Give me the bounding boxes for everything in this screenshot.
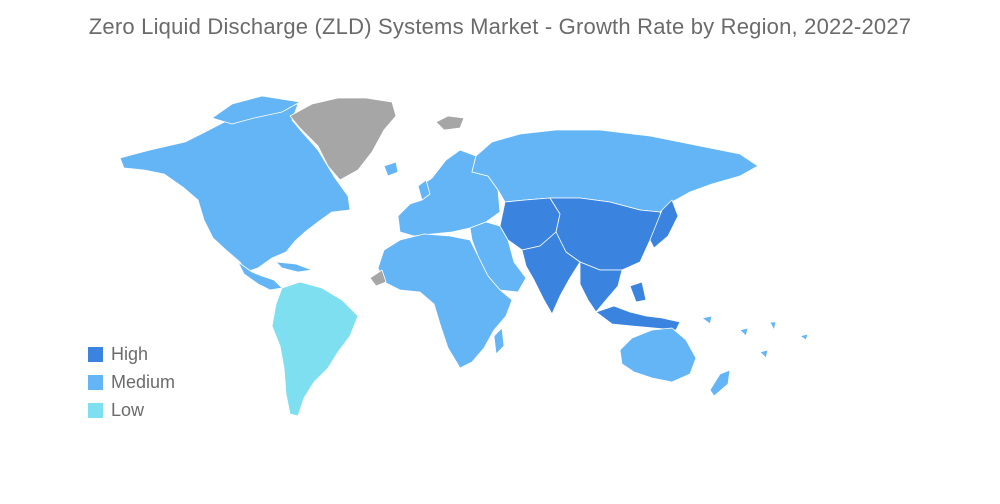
legend-item-low: Low: [88, 396, 175, 424]
legend-swatch-medium: [88, 374, 103, 390]
region-africa[interactable]: [377, 233, 513, 369]
legend-label-medium: Medium: [111, 371, 176, 392]
region-russia[interactable]: [471, 129, 759, 213]
legend-label-low: Low: [111, 399, 145, 420]
region-south-america[interactable]: [271, 281, 359, 417]
region-greenland[interactable]: [289, 97, 397, 181]
region-pacific-islands[interactable]: [701, 315, 809, 359]
chart-title: Zero Liquid Discharge (ZLD) Systems Mark…: [88, 14, 912, 39]
region-japan[interactable]: [649, 199, 679, 249]
legend-swatch-high: [88, 346, 103, 362]
region-uk-iceland[interactable]: [383, 161, 431, 201]
region-indonesia[interactable]: [595, 281, 681, 331]
legend-item-high: High: [88, 340, 175, 368]
legend: High Medium Low: [88, 340, 175, 424]
region-madagascar[interactable]: [493, 327, 505, 355]
region-canada-islands[interactable]: [211, 95, 301, 125]
region-india[interactable]: [521, 231, 581, 315]
region-caribbean[interactable]: [275, 261, 313, 273]
legend-swatch-low: [88, 402, 103, 418]
region-australia[interactable]: [619, 327, 697, 383]
legend-item-medium: Medium: [88, 368, 175, 396]
region-southeast-asia[interactable]: [579, 261, 623, 313]
region-svalbard[interactable]: [435, 115, 465, 131]
region-western-sahara[interactable]: [369, 269, 387, 287]
legend-label-high: High: [111, 343, 149, 364]
region-new-zealand[interactable]: [709, 369, 731, 397]
